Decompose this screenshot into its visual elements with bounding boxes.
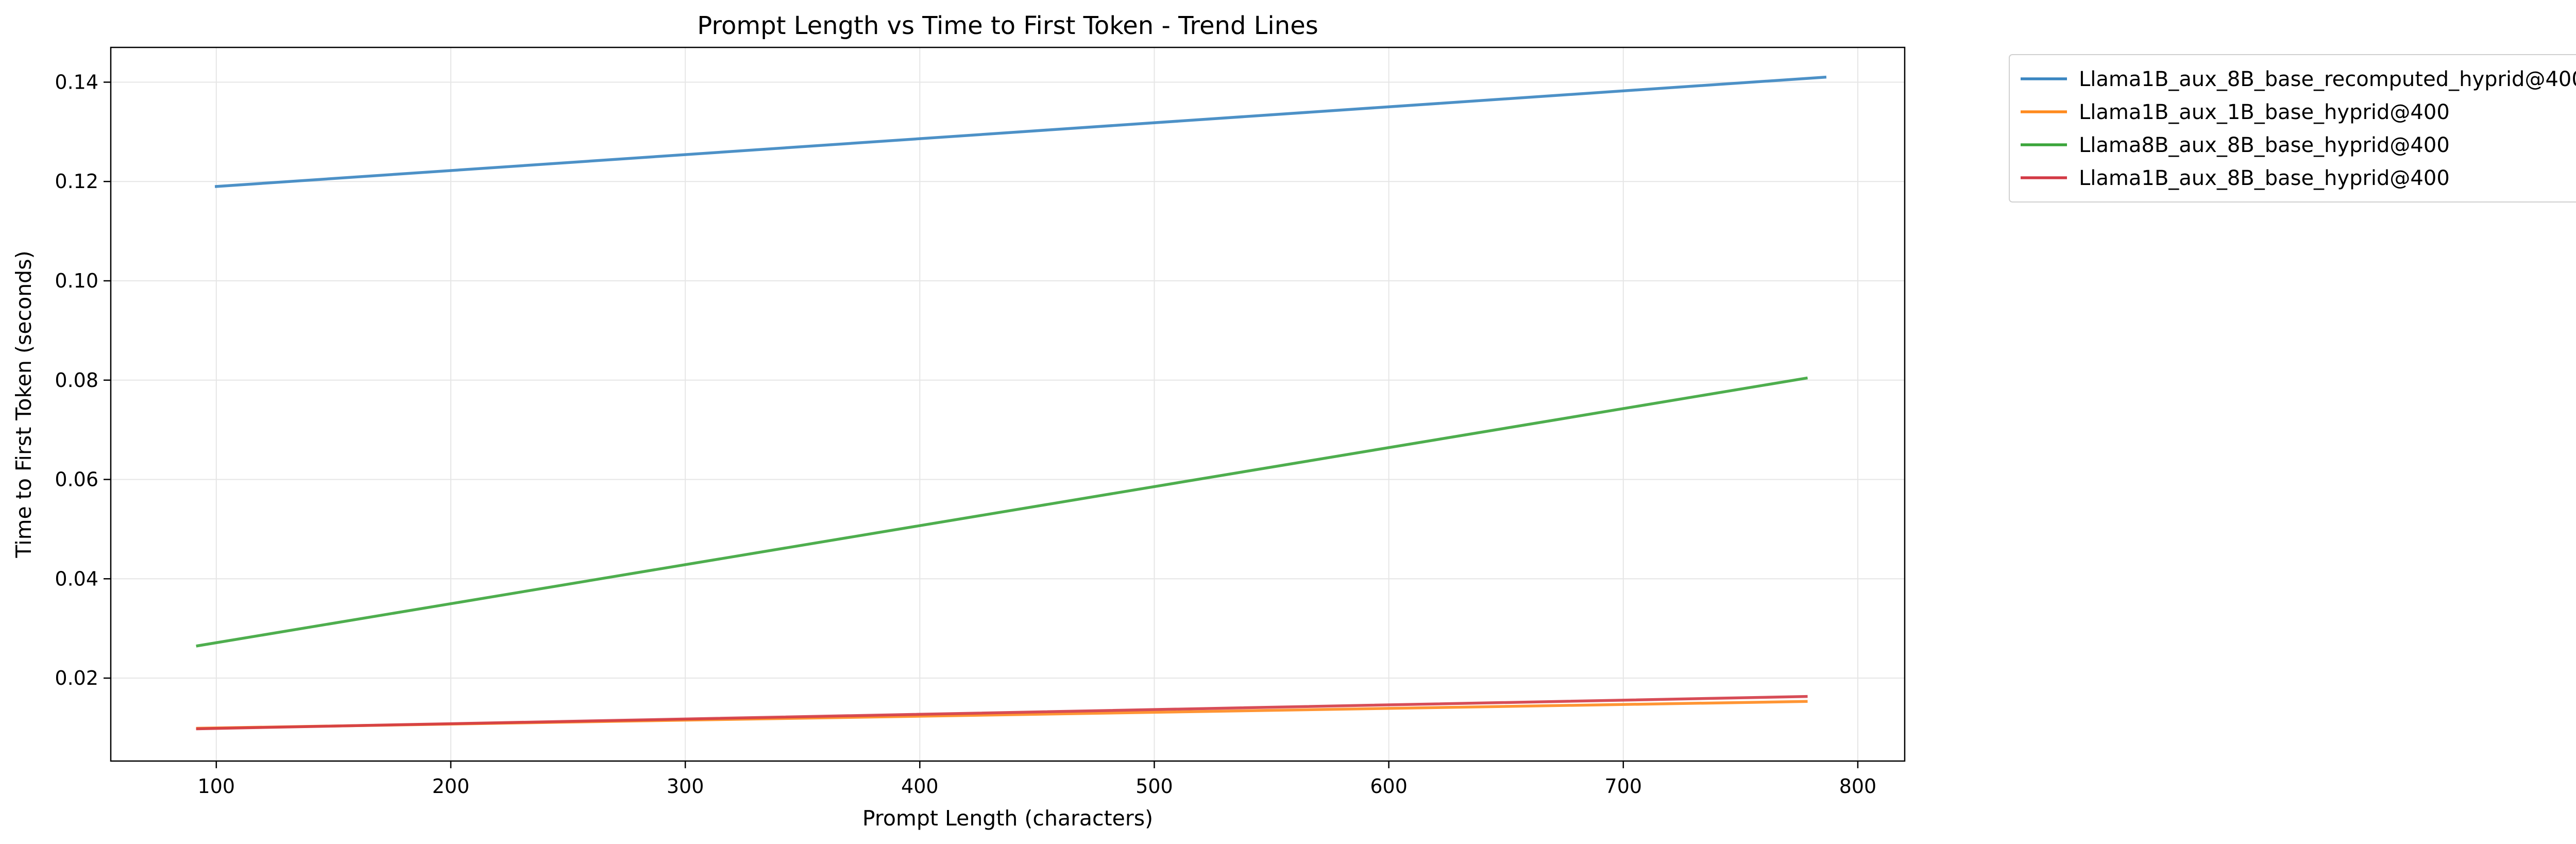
legend-label: Llama1B_aux_1B_base_hyprid@400 — [2079, 100, 2450, 124]
series-line-3 — [196, 376, 1808, 648]
x-tick-label: 500 — [1136, 775, 1173, 798]
y-tick-label: 0.08 — [55, 369, 98, 392]
x-tick-label: 300 — [667, 775, 704, 798]
series-line-4 — [196, 695, 1808, 731]
plot-frame — [110, 46, 1906, 762]
y-tick-label: 0.04 — [55, 567, 98, 590]
x-tick-label: 400 — [901, 775, 939, 798]
y-tick-label: 0.02 — [55, 667, 98, 689]
x-axis-label: Prompt Length (characters) — [862, 806, 1153, 831]
legend-label: Llama1B_aux_8B_base_recomputed_hyprid@40… — [2079, 67, 2576, 91]
x-tick-label: 600 — [1370, 775, 1408, 798]
legend: Llama1B_aux_8B_base_recomputed_hyprid@40… — [2009, 54, 2576, 202]
x-tick-label: 800 — [1839, 775, 1877, 798]
y-tick-label: 0.14 — [55, 71, 98, 93]
legend-frame — [2009, 54, 2576, 202]
grid — [111, 47, 1905, 761]
x-tick-label: 100 — [198, 775, 235, 798]
y-axis-ticks: 0.02 0.04 0.06 0.08 0.10 0.12 0.14 — [55, 71, 111, 689]
series-lines — [196, 75, 1827, 731]
x-tick-label: 200 — [432, 775, 470, 798]
series-line-1 — [214, 75, 1827, 188]
y-tick-label: 0.06 — [55, 468, 98, 491]
x-axis-ticks: 100 200 300 400 500 600 700 800 — [198, 761, 1877, 798]
legend-label: Llama1B_aux_8B_base_hyprid@400 — [2079, 166, 2450, 190]
y-tick-label: 0.10 — [55, 269, 98, 292]
y-axis-label: Time to First Token (seconds) — [11, 250, 36, 558]
chart-title: Prompt Length vs Time to First Token - T… — [697, 11, 1318, 40]
x-tick-label: 700 — [1605, 775, 1642, 798]
y-tick-label: 0.12 — [55, 170, 98, 193]
legend-label: Llama8B_aux_8B_base_hyprid@400 — [2079, 133, 2450, 157]
